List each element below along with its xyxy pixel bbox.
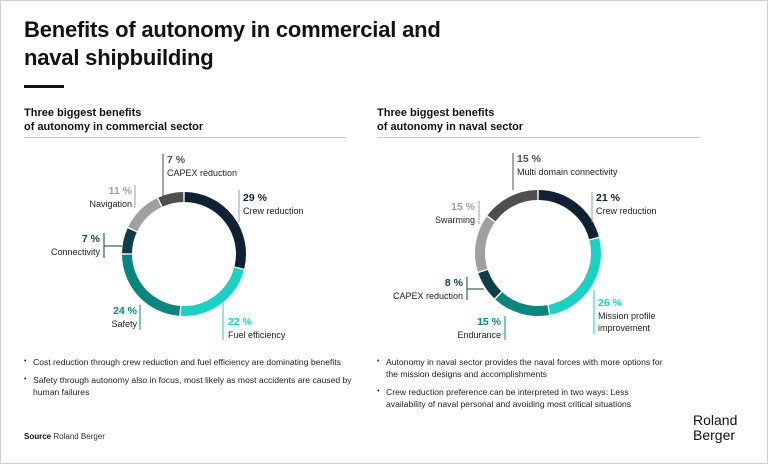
naval-subtitle: Three biggest benefits of autonomy in na… <box>377 106 523 134</box>
naval-name-crew-reduction: Crew reduction <box>596 206 657 216</box>
naval-pct-capex-reduction: 8 % <box>444 277 463 289</box>
naval-name-mission-profile: Mission profile improvement <box>598 311 656 333</box>
commercial-pct-navigation: 11 % <box>108 185 132 197</box>
naval-subtitle-line-1: Three biggest benefits <box>377 107 495 119</box>
commercial-name-capex-reduction: CAPEX reduction <box>167 168 238 178</box>
commercial-subtitle: Three biggest benefits of autonomy in co… <box>24 106 203 134</box>
naval-subtitle-line-2: of autonomy in naval sector <box>377 121 524 133</box>
commercial-subtitle-line-1: Three biggest benefits <box>24 107 142 119</box>
commercial-slice-crew-reduction <box>184 192 246 269</box>
naval-pct-crew-reduction: 21 % <box>596 192 620 204</box>
commercial-name-safety: Safety <box>111 319 137 329</box>
commercial-bullet-2: Safety through autonomy also in focus, m… <box>24 374 364 398</box>
source-value: Roland Berger <box>53 432 105 441</box>
commercial-label-safety: 24 % Safety <box>100 305 137 330</box>
source-note: Source Roland Berger <box>24 432 105 441</box>
commercial-pct-capex-reduction: 7 % <box>167 154 186 166</box>
commercial-label-capex-reduction: 7 % CAPEX reduction <box>167 154 237 179</box>
naval-slice-capex-reduction <box>478 269 502 299</box>
naval-label-mission-profile: 26 % Mission profile improvement <box>598 297 708 334</box>
naval-name-swarming: Swarming <box>434 215 475 225</box>
naval-label-multi-domain-connectivity: 15 % Multi domain connectivity <box>517 153 618 178</box>
commercial-name-fuel-efficiency: Fuel efficiency <box>228 330 286 340</box>
commercial-name-crew-reduction: Crew reduction <box>243 206 304 216</box>
source-label: Source <box>24 432 52 441</box>
title-line-1: Benefits of autonomy in commercial and <box>24 17 441 42</box>
naval-slice-endurance <box>495 291 550 316</box>
naval-label-endurance: 15 % Endurance <box>450 316 501 341</box>
naval-pct-endurance: 15 % <box>477 316 501 328</box>
commercial-name-connectivity: Connectivity <box>50 247 100 257</box>
naval-pct-swarming: 15 % <box>451 201 475 213</box>
commercial-pct-connectivity: 7 % <box>81 233 100 245</box>
naval-bullet-1: Autonomy in naval sector provides the na… <box>377 356 667 380</box>
commercial-label-connectivity: 7 % Connectivity <box>30 233 100 258</box>
commercial-slice-navigation <box>128 198 162 232</box>
naval-leader-line-3 <box>466 277 484 300</box>
commercial-bullets: Cost reduction through crew reduction an… <box>24 356 364 404</box>
naval-name-multi-domain-connectivity: Multi domain connectivity <box>517 167 618 177</box>
naval-slice-multi-domain-connectivity <box>487 190 538 222</box>
naval-label-crew-reduction: 21 % Crew reduction <box>596 192 657 217</box>
commercial-slice-safety <box>122 254 181 316</box>
commercial-divider <box>24 137 346 138</box>
naval-slice-mission-profile-improvement <box>548 238 601 315</box>
commercial-slice-connectivity <box>122 228 137 254</box>
commercial-label-navigation: 11 % Navigation <box>70 185 132 210</box>
commercial-label-fuel-efficiency: 22 % Fuel efficiency <box>228 316 285 341</box>
commercial-pct-crew-reduction: 29 % <box>243 192 267 204</box>
naval-divider <box>377 137 700 138</box>
naval-pct-mission-profile: 26 % <box>598 297 622 309</box>
commercial-subtitle-line-2: of autonomy in commercial sector <box>24 121 204 133</box>
commercial-name-navigation: Navigation <box>89 199 132 209</box>
commercial-slice-fuel-efficiency <box>180 267 244 316</box>
naval-bullet-2: Crew reduction preference can be interpr… <box>377 386 667 410</box>
naval-pct-multi-domain-connectivity: 15 % <box>517 153 541 165</box>
naval-slice-swarming <box>475 216 495 272</box>
logo-line-1: Roland <box>693 412 738 428</box>
commercial-label-crew-reduction: 29 % Crew reduction <box>243 192 304 217</box>
commercial-leader-line-3 <box>103 233 122 258</box>
naval-bullets: Autonomy in naval sector provides the na… <box>377 356 667 416</box>
naval-label-capex-reduction: 8 % CAPEX reduction <box>380 277 463 302</box>
naval-name-endurance: Endurance <box>457 330 501 340</box>
title-line-2: naval shipbuilding <box>24 45 214 70</box>
naval-label-swarming: 15 % Swarming <box>420 201 475 226</box>
commercial-slice-capex-reduction <box>158 192 184 207</box>
roland-berger-logo: Roland Berger <box>693 413 737 443</box>
naval-name-capex-reduction: CAPEX reduction <box>392 291 463 301</box>
commercial-bullet-1: Cost reduction through crew reduction an… <box>24 356 364 368</box>
naval-slice-crew-reduction <box>538 190 599 240</box>
commercial-pct-fuel-efficiency: 22 % <box>228 316 252 328</box>
page-title: Benefits of autonomy in commercial and n… <box>24 16 544 72</box>
logo-line-2: Berger <box>693 427 736 443</box>
title-underline <box>24 85 64 88</box>
commercial-pct-safety: 24 % <box>113 305 137 317</box>
